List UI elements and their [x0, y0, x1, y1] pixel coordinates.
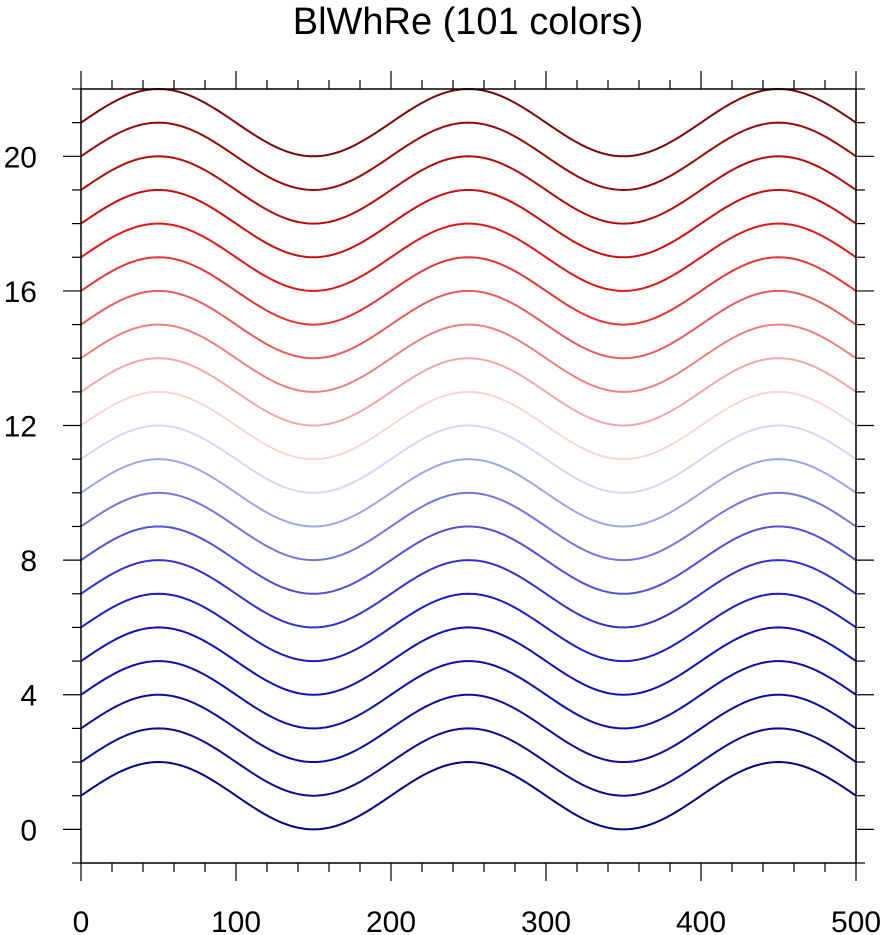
series-line-15: [80, 256, 857, 326]
x-tick-label: 200: [366, 906, 416, 935]
series-line-12: [80, 357, 857, 427]
series-line-7: [80, 525, 857, 595]
axes: [63, 71, 874, 881]
x-tick-label: 300: [521, 906, 571, 935]
x-tick-label: 0: [73, 906, 90, 935]
series-line-6: [80, 559, 857, 629]
series-line-1: [80, 727, 857, 797]
series-line-4: [80, 626, 857, 696]
x-tick-label: 100: [211, 906, 261, 935]
plot-frame: [80, 88, 857, 864]
series-line-3: [80, 660, 857, 730]
series-line-8: [80, 491, 857, 562]
y-tick-label: 16: [4, 276, 37, 309]
series-line-14: [80, 289, 857, 360]
chart-title: BlWhRe (101 colors): [293, 1, 644, 43]
series-line-18: [80, 155, 857, 225]
series-line-19: [80, 121, 857, 191]
x-tick-label: 500: [831, 906, 881, 935]
plot-lines: [80, 87, 857, 831]
series-line-13: [80, 323, 857, 393]
series-line-11: [80, 390, 857, 461]
y-tick-label: 8: [20, 545, 37, 578]
tick-labels: 0 100 200 300 400 500 0 4 8 12 16 20: [4, 141, 881, 935]
series-line-16: [80, 222, 857, 292]
series-line-5: [80, 592, 857, 663]
y-tick-label: 4: [20, 680, 37, 713]
series-line-17: [80, 188, 857, 259]
x-tick-label: 400: [676, 906, 726, 935]
y-tick-label: 0: [20, 814, 37, 847]
series-line-2: [80, 693, 857, 764]
series-line-9: [80, 458, 857, 528]
series-line-0: [80, 761, 857, 831]
y-tick-label: 20: [4, 141, 37, 174]
series-line-10: [80, 424, 857, 494]
y-tick-label: 12: [4, 411, 37, 444]
